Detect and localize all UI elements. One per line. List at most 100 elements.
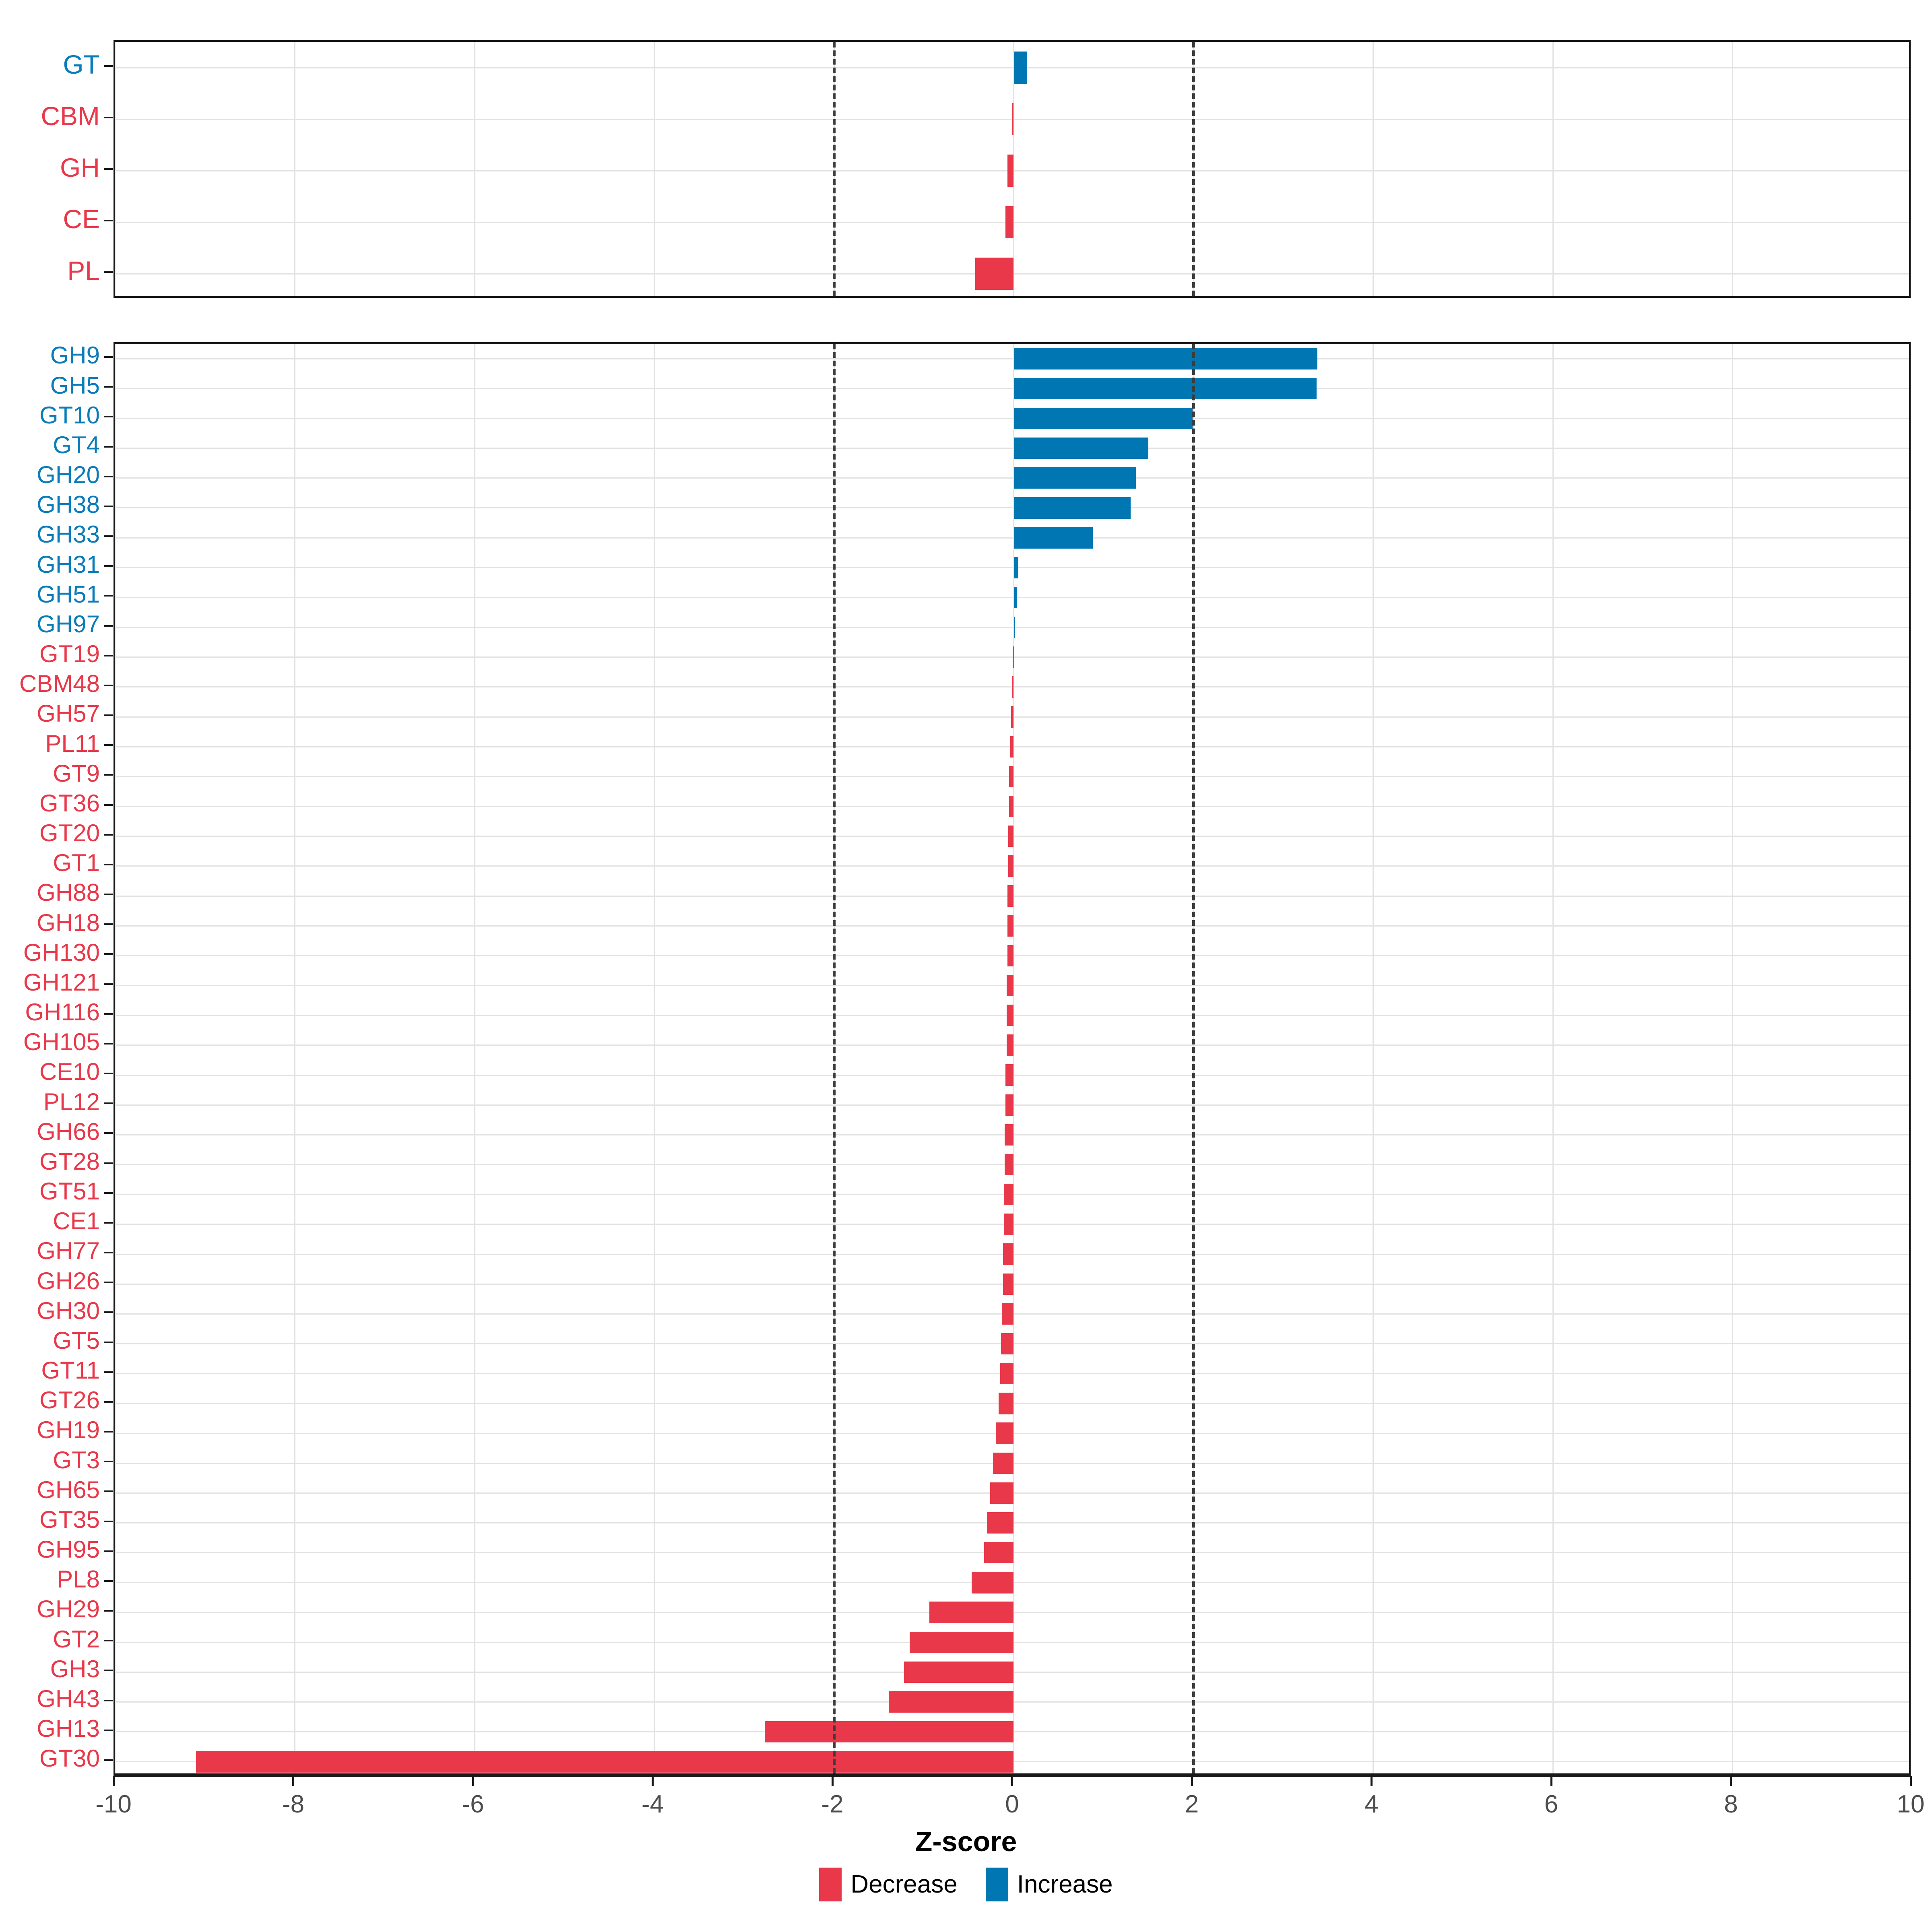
x-axis-tick-label: 10 — [1897, 1790, 1925, 1818]
y-axis-tick — [104, 774, 113, 776]
gridline-horizontal — [115, 597, 1909, 598]
y-axis-tick — [104, 1610, 113, 1612]
bar-GH95 — [984, 1542, 1014, 1564]
y-axis-label-GH30: GH30 — [37, 1297, 100, 1324]
x-axis-tick — [1730, 1776, 1732, 1786]
y-axis-label-GT9: GT9 — [53, 760, 100, 787]
gridline-horizontal — [115, 656, 1909, 658]
bar-PL8 — [971, 1572, 1014, 1593]
bar-GH — [1007, 155, 1014, 187]
x-axis-tick — [652, 1776, 654, 1786]
legend-swatch-decrease-icon — [819, 1868, 842, 1901]
y-axis-label-GH88: GH88 — [37, 879, 100, 906]
y-axis-label-CE10: CE10 — [39, 1058, 100, 1086]
y-axis-tick — [104, 1102, 113, 1104]
gridline-vertical — [1732, 344, 1733, 1773]
gridline-horizontal — [115, 388, 1909, 389]
gridline-horizontal — [115, 537, 1909, 539]
y-axis-tick — [104, 595, 113, 597]
gridline-vertical — [654, 344, 655, 1773]
y-axis-label-GT26: GT26 — [39, 1387, 100, 1414]
x-axis-tick-label: -4 — [641, 1790, 664, 1818]
y-axis-tick — [104, 1431, 113, 1433]
y-axis-label-GT28: GT28 — [39, 1148, 100, 1175]
bar-GH51 — [1013, 586, 1018, 609]
y-axis-tick — [104, 1461, 113, 1463]
x-axis-tick — [1550, 1776, 1552, 1786]
gridline-horizontal — [115, 67, 1909, 68]
y-axis-tick — [104, 220, 113, 221]
y-axis-label-GH26: GH26 — [37, 1267, 100, 1294]
x-axis-tick-label: 6 — [1544, 1790, 1558, 1818]
y-axis-tick — [104, 1580, 113, 1582]
y-axis-tick — [104, 1699, 113, 1701]
y-axis-tick — [104, 654, 113, 656]
cazyme-family-panel — [114, 342, 1911, 1775]
gridline-horizontal — [115, 507, 1909, 509]
bar-GH13 — [765, 1721, 1014, 1743]
y-axis-label-GH9: GH9 — [50, 342, 100, 369]
y-axis-label-GH51: GH51 — [37, 580, 100, 608]
y-axis-tick — [104, 505, 113, 507]
y-axis-label-GH38: GH38 — [37, 491, 100, 518]
y-axis-tick — [104, 1192, 113, 1194]
bar-GT20 — [1008, 826, 1014, 847]
y-axis-label-GH43: GH43 — [37, 1685, 100, 1712]
bar-GT19 — [1013, 646, 1014, 668]
gridline-vertical — [115, 344, 116, 1773]
bar-PL11 — [1010, 736, 1014, 758]
y-axis-tick — [104, 1222, 113, 1224]
bar-PL — [975, 258, 1014, 290]
y-axis-label-GT51: GT51 — [39, 1178, 100, 1205]
cazyme-class-panel — [114, 40, 1911, 298]
y-axis-label-GH65: GH65 — [37, 1476, 100, 1503]
gridline-horizontal — [115, 417, 1909, 419]
bar-GH20 — [1013, 467, 1136, 489]
bar-GH3 — [904, 1661, 1014, 1683]
x-axis-tick — [292, 1776, 294, 1786]
y-axis-label-GH3: GH3 — [50, 1655, 100, 1682]
y-axis-tick — [104, 1042, 113, 1044]
x-axis-tick-label: -6 — [462, 1790, 484, 1818]
chart-legend: Decrease Increase — [0, 1868, 1932, 1901]
y-axis-tick — [104, 983, 113, 985]
y-axis-tick — [104, 1252, 113, 1254]
y-axis-label-GT1: GT1 — [53, 849, 100, 877]
bar-CE1 — [1003, 1214, 1014, 1235]
y-axis-tick — [104, 1490, 113, 1492]
bar-GH105 — [1006, 1034, 1014, 1056]
bar-GT51 — [1003, 1184, 1014, 1205]
x-axis-tick-label: 0 — [1005, 1790, 1019, 1818]
bar-GH121 — [1006, 974, 1014, 997]
y-axis-label-GH19: GH19 — [37, 1416, 100, 1444]
y-axis-label-CBM48: CBM48 — [19, 670, 100, 698]
bar-GT4 — [1013, 437, 1149, 459]
y-axis-label-PL: PL — [67, 256, 100, 286]
top-plot-area — [114, 40, 1911, 298]
y-axis-tick — [104, 356, 113, 358]
y-axis-label-GH121: GH121 — [23, 968, 100, 996]
y-axis-tick — [104, 475, 113, 477]
bar-PL12 — [1005, 1094, 1014, 1116]
bar-GT28 — [1005, 1154, 1014, 1176]
bottom-plot-area — [114, 342, 1911, 1775]
y-axis-tick — [104, 1729, 113, 1731]
x-axis-tick — [1371, 1776, 1373, 1786]
y-axis-tick — [104, 65, 113, 67]
y-axis-label-GH29: GH29 — [37, 1596, 100, 1623]
bar-GT36 — [1009, 795, 1014, 817]
y-axis-tick — [104, 744, 113, 746]
y-axis-label-GT20: GT20 — [39, 819, 100, 847]
reference-line-2 — [1192, 42, 1195, 296]
y-axis-tick — [104, 1371, 113, 1373]
x-axis-tick — [1191, 1776, 1193, 1786]
gridline-vertical — [1373, 344, 1374, 1773]
gridline-vertical — [1732, 42, 1733, 296]
bar-GT10 — [1013, 407, 1193, 429]
bar-GH5 — [1013, 378, 1317, 399]
bar-GT9 — [1009, 766, 1014, 788]
y-axis-tick — [104, 1282, 113, 1284]
y-axis-tick — [104, 117, 113, 118]
bar-GH26 — [1003, 1273, 1014, 1295]
